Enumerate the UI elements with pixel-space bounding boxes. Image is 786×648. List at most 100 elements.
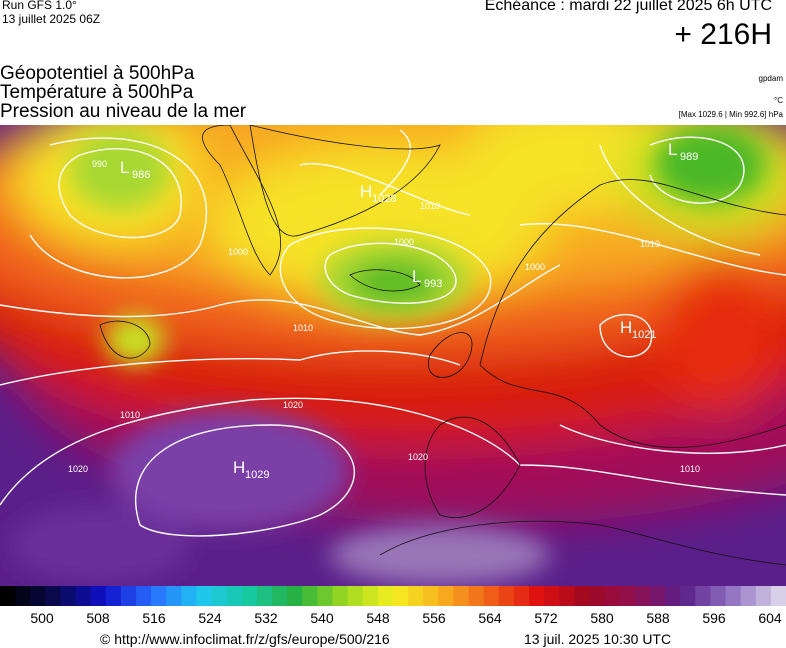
colorbar-cell xyxy=(710,586,727,606)
isobar-label: 1010 xyxy=(420,201,440,211)
unit-label: [Max 1029.6 | Min 992.6] hPa xyxy=(678,110,783,119)
field-shading xyxy=(0,125,786,525)
colorbar-cell xyxy=(90,586,107,606)
colorbar-tick-label: 516 xyxy=(142,610,166,626)
colorbar-cell xyxy=(105,586,122,606)
pressure-center-type: L xyxy=(668,140,677,159)
isobar-label: 1010 xyxy=(680,464,700,474)
colorbar-cell xyxy=(438,586,454,606)
run-label: Run GFS 1.0° xyxy=(2,0,77,12)
unit-label: gpdam xyxy=(758,74,783,83)
colorbar-cell xyxy=(725,586,742,606)
colorbar-cell xyxy=(468,586,485,606)
colorbar-tick-label: 596 xyxy=(702,610,726,626)
isobar-label: 1010 xyxy=(640,239,660,249)
isobar-label: 990 xyxy=(92,159,107,169)
colorbar-cell xyxy=(241,586,258,606)
colorbar-tick-label: 548 xyxy=(366,610,390,626)
isobar-label: 1020 xyxy=(68,464,88,474)
colorbar-cell xyxy=(317,586,334,606)
colorbar-tick-label: 556 xyxy=(422,610,446,626)
colorbar-cell xyxy=(15,586,31,606)
pressure-center-type: L xyxy=(412,267,421,286)
source-credit: © http://www.infoclimat.fr/z/gfs/europe/… xyxy=(100,631,390,647)
colorbar-cell xyxy=(362,586,379,606)
colorbar-cell xyxy=(287,586,303,606)
colorbar-tick-label: 564 xyxy=(478,610,502,626)
colorbar-cell xyxy=(559,586,575,606)
colorbar-cell xyxy=(302,586,318,606)
pressure-center-type: H xyxy=(620,318,632,337)
pressure-center-type: H xyxy=(233,458,245,477)
pressure-center-type: H xyxy=(360,182,372,201)
colorbar-cell xyxy=(740,586,757,606)
isobar-label: 1010 xyxy=(120,410,140,420)
colorbar: 500 508 516 524 532 540 548 556 564 572 580 588 596 6… xyxy=(0,586,786,626)
pressure-center-value: 989 xyxy=(680,151,698,163)
colorbar-cell xyxy=(695,586,711,606)
colorbar-cell xyxy=(544,586,560,606)
colorbar-tick-label: 532 xyxy=(254,610,278,626)
colorbar-tick-label: 580 xyxy=(590,610,614,626)
colorbar-cell xyxy=(196,586,213,606)
colorbar-tick-label: 588 xyxy=(646,610,670,626)
pressure-center-value: 993 xyxy=(424,278,442,290)
colorbar-cell xyxy=(347,586,364,606)
issue-time: 13 juil. 2025 10:30 UTC xyxy=(524,631,672,647)
colorbar-cell xyxy=(60,586,77,606)
colorbar-cell xyxy=(513,586,530,606)
colorbar-cell xyxy=(181,586,197,606)
title: Géopotentiel à 500hPa xyxy=(0,63,195,84)
colorbar-cell xyxy=(619,586,636,606)
colorbar-cell xyxy=(393,586,409,606)
colorbar-cell xyxy=(0,586,16,606)
colorbar-cell xyxy=(377,586,394,606)
isobars xyxy=(0,129,786,537)
colorbar-cell xyxy=(256,586,273,606)
colorbar-cell xyxy=(226,586,243,606)
title: Température à 500hPa xyxy=(0,82,194,103)
colorbar-cell xyxy=(45,586,61,606)
isobar-label: 1020 xyxy=(283,400,303,410)
colorbar-tick-label: 540 xyxy=(310,610,334,626)
colorbar-cell xyxy=(755,586,772,606)
colorbar-cell xyxy=(589,586,606,606)
valid-time: Echéance : mardi 22 juillet 2025 6h UTC xyxy=(484,0,772,14)
title: Pression au niveau de la mer xyxy=(0,101,247,122)
colorbar-cell xyxy=(211,586,228,606)
colorbar-cell xyxy=(665,586,681,606)
pressure-center-type: L xyxy=(120,158,129,177)
colorbar-cell xyxy=(649,586,666,606)
colorbar-cell xyxy=(770,586,786,606)
isobar-label: 1000 xyxy=(394,237,414,247)
colorbar-cell xyxy=(136,586,152,606)
isobar-label: 1000 xyxy=(228,247,248,257)
isobar-label: 1020 xyxy=(408,452,428,462)
colorbar-cell xyxy=(498,586,515,606)
colorbar-cell xyxy=(272,586,288,606)
colorbar-cell xyxy=(120,586,137,606)
colorbar-cell xyxy=(332,586,349,606)
colorbar-cell xyxy=(30,586,46,606)
colorbar-cell xyxy=(634,586,651,606)
isobar-label: 1000 xyxy=(525,262,545,272)
colorbar-cell xyxy=(423,586,439,606)
lead-time: + 216H xyxy=(674,18,772,51)
isobar-label: 1010 xyxy=(293,323,313,333)
coastlines xyxy=(99,125,786,566)
unit-label: °C xyxy=(774,96,783,105)
pressure-center-value: 1028 xyxy=(372,193,396,205)
colorbar-cell xyxy=(408,586,424,606)
colorbar-cell xyxy=(574,586,590,606)
colorbar-tick-label: 500 xyxy=(30,610,54,626)
pressure-center-value: 1021 xyxy=(632,329,656,341)
pressure-center-value: 986 xyxy=(132,169,150,181)
colorbar-cell xyxy=(529,586,545,606)
colorbar-cell xyxy=(680,586,696,606)
colorbar-cell xyxy=(151,586,167,606)
colorbar-cell xyxy=(483,586,500,606)
colorbar-tick-label: 572 xyxy=(534,610,558,626)
colorbar-cell xyxy=(453,586,470,606)
colorbar-tick-label: 508 xyxy=(86,610,110,626)
